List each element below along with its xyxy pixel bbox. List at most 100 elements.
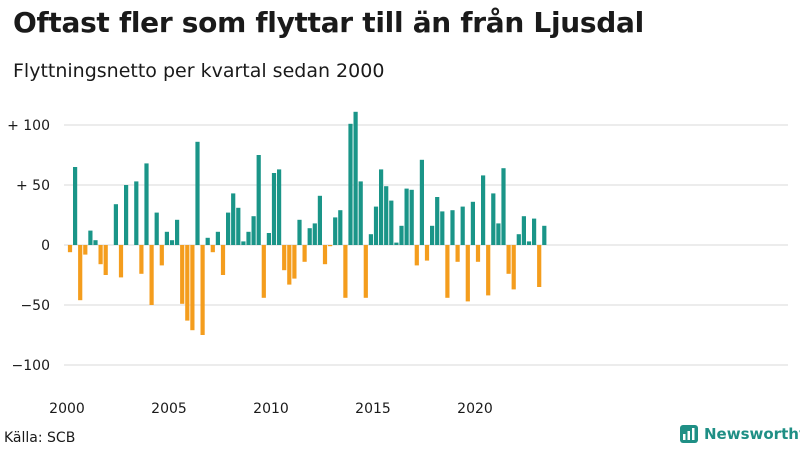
bar [277,169,282,245]
bar [338,210,343,245]
brand-logo: Newsworthy [680,425,800,443]
bar [470,201,475,245]
bar [134,181,139,245]
bar [486,245,491,296]
bar [496,223,501,245]
bar [455,245,460,262]
bar [317,195,322,245]
bar [297,219,302,245]
bar [139,245,144,274]
bar-chart: + 100 + 50 0 −50 −100 2000 2005 2010 2015 2020 [7,111,788,417]
bar [175,219,180,245]
bar [144,163,149,245]
bar [124,185,129,245]
bar [501,168,506,245]
y-tick-label: + 100 [7,118,50,134]
bar [302,245,307,262]
brand-name: Newsworthy [704,425,800,443]
bar [389,200,394,245]
x-tick-label: 2015 [355,401,391,417]
bar [282,245,287,271]
bar [180,245,185,304]
bar [307,228,312,245]
bar [190,245,195,331]
y-tick-label: −50 [20,298,50,314]
bar [373,206,379,245]
bar [506,245,511,274]
bar [542,225,547,245]
bar [363,245,368,298]
bar [236,207,241,245]
bar [419,159,424,245]
bar [118,245,124,278]
bar [409,189,414,245]
bar [195,141,200,245]
bar [424,245,430,261]
bar [537,245,542,287]
bar [200,245,205,335]
x-tick-label: 2000 [49,401,85,417]
bar [526,241,532,245]
bar [435,197,440,245]
bar [287,245,292,285]
bar [98,245,103,265]
x-tick-label: 2020 [457,401,493,417]
bar [532,218,537,245]
y-tick-label: 0 [41,238,50,254]
bar [333,217,338,245]
bar [185,245,190,321]
bar [511,245,516,290]
bar [210,245,215,253]
source-note: Källa: SCB [4,430,76,446]
bar [261,245,266,298]
bar [358,181,363,245]
bar [73,167,78,245]
y-tick-label: + 50 [16,178,50,194]
bar [159,245,164,266]
x-tick-label: 2005 [151,401,187,417]
bar [226,212,231,245]
bar [78,245,83,301]
chart-title: Oftast fler som flyttar till än från Lju… [13,6,644,39]
bar [292,245,297,279]
bar [312,223,317,245]
bar [220,245,226,275]
bar [149,245,154,305]
bar [368,234,373,245]
bar [103,245,108,275]
bar [205,237,210,245]
bar [475,245,481,262]
x-tick-label: 2010 [253,401,289,417]
bar [113,204,118,245]
bar [394,242,399,245]
bar [246,231,251,245]
bar [445,245,450,298]
bar [164,231,169,245]
bar [384,186,389,245]
bar [516,234,521,245]
bar [440,211,445,245]
bar [450,210,455,245]
bar [241,241,246,245]
bar [430,225,435,245]
bar [491,193,496,245]
chart-subtitle: Flyttningsnetto per kvartal sedan 2000 [13,60,385,82]
bar [169,240,175,245]
bar [83,245,88,255]
bar [414,245,419,266]
bar [328,245,333,247]
bar [379,169,384,245]
bar [460,206,465,245]
bar [88,230,93,245]
bar [215,231,220,245]
bar [465,245,470,302]
newsworthy-logo-icon [680,425,698,443]
bar [154,212,159,245]
bar [251,216,256,245]
bar [481,175,486,245]
bar [521,216,526,245]
bar [271,173,277,245]
bar [93,240,98,245]
y-tick-label: −100 [12,358,50,374]
bar [343,245,348,298]
